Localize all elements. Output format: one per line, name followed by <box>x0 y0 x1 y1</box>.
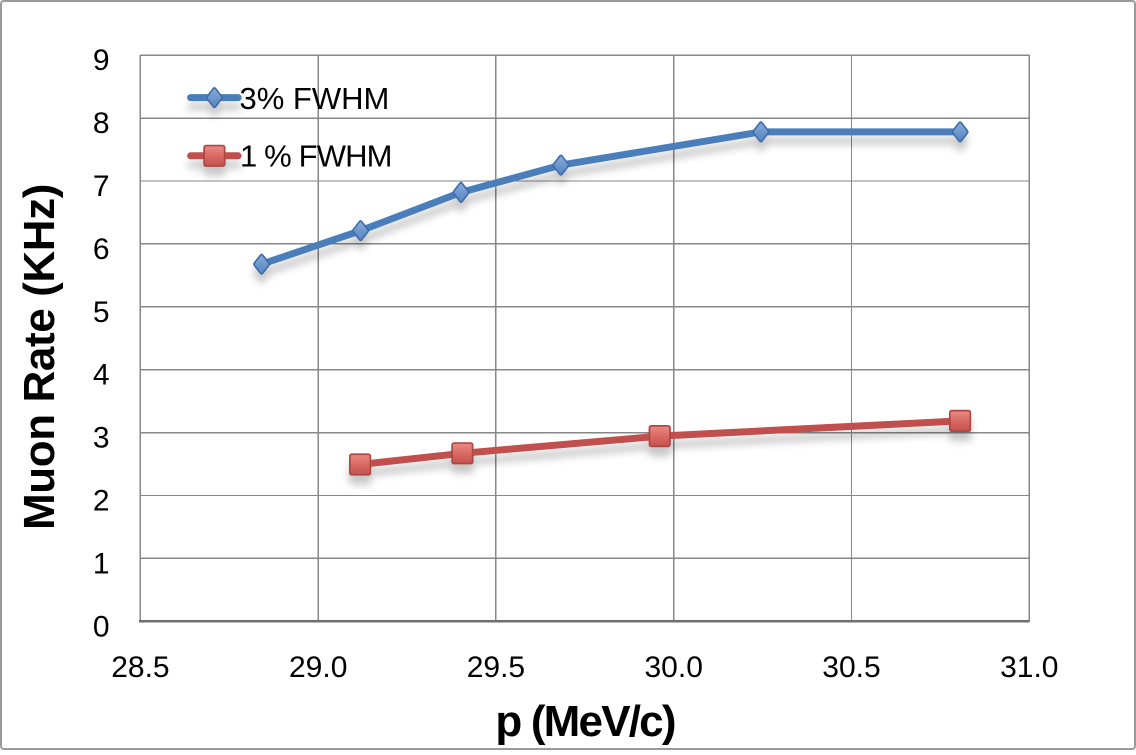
svg-text:Muon Rate (KHz): Muon Rate (KHz) <box>15 184 64 530</box>
svg-text:31.0: 31.0 <box>1000 651 1058 684</box>
svg-text:4: 4 <box>93 359 110 392</box>
svg-text:30.5: 30.5 <box>822 651 880 684</box>
svg-text:29.5: 29.5 <box>467 651 525 684</box>
svg-text:3: 3 <box>93 422 110 455</box>
svg-text:8: 8 <box>93 107 110 140</box>
svg-text:28.5: 28.5 <box>111 651 169 684</box>
svg-text:1 % FWHM: 1 % FWHM <box>240 139 392 174</box>
svg-text:0: 0 <box>93 610 110 643</box>
svg-text:6: 6 <box>93 233 110 266</box>
svg-text:5: 5 <box>93 296 110 329</box>
svg-text:p (MeV/c): p (MeV/c) <box>495 697 675 746</box>
svg-text:29.0: 29.0 <box>289 651 347 684</box>
svg-text:7: 7 <box>93 170 110 203</box>
svg-text:1: 1 <box>93 547 110 580</box>
svg-text:3% FWHM: 3% FWHM <box>240 81 390 116</box>
svg-text:30.0: 30.0 <box>645 651 703 684</box>
svg-text:9: 9 <box>93 44 110 77</box>
svg-text:2: 2 <box>93 485 110 518</box>
